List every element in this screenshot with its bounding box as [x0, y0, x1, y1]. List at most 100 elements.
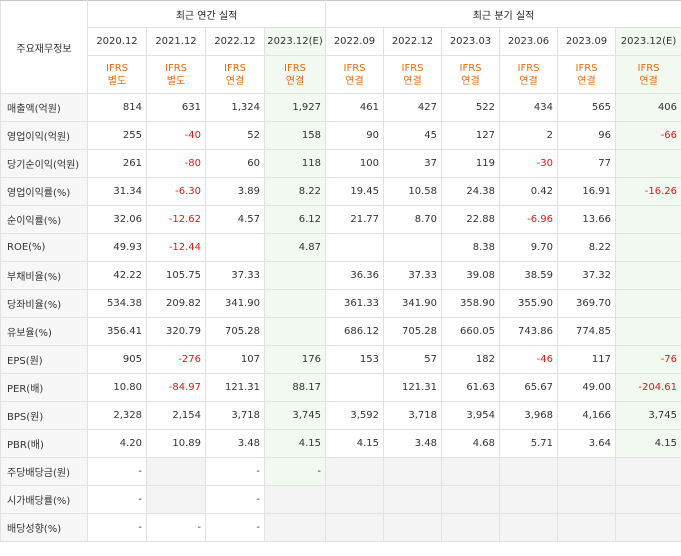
table-cell: 52: [205, 121, 265, 150]
table-cell: 182: [441, 345, 500, 374]
ifrs-label: IFRS: [106, 62, 128, 74]
table-cell: 107: [205, 345, 265, 374]
table-row: 순이익률(%) 32.06 -12.62 4.57 6.12 21.77 8.70 22.88…: [0, 205, 681, 234]
ifrs-basis-header: IFRS 별도: [146, 55, 206, 94]
basis-label: 별도: [107, 75, 127, 87]
table-cell: 3.89: [205, 177, 265, 206]
row-label: ROE(%): [0, 233, 88, 262]
table-cell: [146, 457, 206, 486]
row-label: 당기순이익(억원): [0, 149, 88, 178]
quarter-group-header: 최근 분기 실적: [324, 0, 681, 28]
table-cell: 3,745: [264, 401, 326, 430]
table-row: 당좌비율(%) 534.38 209.82 341.90 361.33 341.90 358…: [0, 289, 681, 318]
table-cell: 0.42: [499, 177, 558, 206]
row-label: 부채비율(%): [0, 261, 88, 290]
ifrs-basis-header: IFRS 연결: [557, 55, 616, 94]
basis-label: 연결: [461, 75, 480, 87]
table-cell: 369.70: [557, 289, 616, 318]
table-cell: 19.45: [325, 177, 384, 206]
table-cell: 10.58: [383, 177, 442, 206]
table-cell: [441, 485, 500, 514]
table-cell: 3.64: [557, 429, 616, 458]
table-cell: 705.28: [205, 317, 265, 346]
table-cell: 660.05: [441, 317, 500, 346]
table-row: 시가배당률(%) - -: [0, 485, 681, 514]
table-cell: -: [87, 513, 147, 542]
basis-label: 연결: [285, 75, 305, 87]
table-cell: 3.48: [205, 429, 265, 458]
row-label: 영업이익(억원): [0, 121, 88, 150]
table-cell: 1,324: [205, 93, 265, 122]
table-cell: 905: [87, 345, 147, 374]
table-cell: 8.22: [557, 233, 616, 262]
table-cell: 434: [499, 93, 558, 122]
table-cell: 4.15: [325, 429, 384, 458]
table-cell: [383, 233, 442, 262]
table-cell: 1,927: [264, 93, 326, 122]
table-cell: [614, 289, 681, 318]
table-cell: 21.77: [325, 205, 384, 234]
table-header: 주요재무정보 최근 연간 실적 최근 분기 실적 2020.12 2021.12 2…: [0, 0, 681, 94]
table-cell: [205, 233, 265, 262]
table-cell: [614, 457, 681, 486]
table-cell: 38.59: [499, 261, 558, 290]
period-header: 2023.12(E): [264, 27, 326, 56]
table-cell: 4.20: [87, 429, 147, 458]
table-cell: [441, 513, 500, 542]
table-row: 영업이익(억원) 255 -40 52 158 90 45 127 2 96 -66: [0, 121, 681, 150]
table-cell: 3,745: [614, 401, 681, 430]
ifrs-label: IFRS: [459, 62, 482, 74]
table-row: BPS(원) 2,328 2,154 3,718 3,745 3,592 3,718 3,95…: [0, 401, 681, 430]
table-cell: 57: [383, 345, 442, 374]
table-cell: [264, 513, 326, 542]
table-cell: [264, 317, 326, 346]
basis-label: 연결: [639, 75, 658, 87]
table-cell: 49.00: [557, 373, 616, 402]
table-cell: 45: [383, 121, 442, 150]
table-cell: 8.70: [383, 205, 442, 234]
table-cell: 61.63: [441, 373, 500, 402]
table-cell: 60: [205, 149, 265, 178]
table-cell: [325, 513, 384, 542]
table-cell: 3,954: [441, 401, 500, 430]
table-row: 유보율(%) 356.41 320.79 705.28 686.12 705.28 660.…: [0, 317, 681, 346]
table-cell: 261: [87, 149, 147, 178]
table-cell: -6.96: [499, 205, 558, 234]
table-cell: -: [205, 485, 265, 514]
ifrs-basis-header: IFRS 연결: [441, 55, 500, 94]
table-cell: 121.31: [205, 373, 265, 402]
table-cell: 6.12: [264, 205, 326, 234]
table-cell: 534.38: [87, 289, 147, 318]
period-header: 2023.09: [557, 27, 616, 56]
table-cell: -: [264, 457, 326, 486]
table-cell: 118: [264, 149, 326, 178]
row-label: EPS(원): [0, 345, 88, 374]
table-cell: 2,328: [87, 401, 147, 430]
table-cell: 100: [325, 149, 384, 178]
table-cell: 705.28: [383, 317, 442, 346]
table-cell: 37.33: [383, 261, 442, 290]
table-cell: [264, 485, 326, 514]
annual-group-header: 최근 연간 실적: [87, 0, 326, 28]
table-cell: 153: [325, 345, 384, 374]
row-label: 순이익률(%): [0, 205, 88, 234]
table-cell: 10.80: [87, 373, 147, 402]
table-cell: [383, 485, 442, 514]
table-cell: 686.12: [325, 317, 384, 346]
ifrs-basis-header: IFRS 연결: [325, 55, 384, 94]
table-cell: 77: [557, 149, 616, 178]
table-body: 매출액(억원) 814 631 1,324 1,927 461 427 522 434 565 40…: [0, 93, 681, 542]
period-header: 2021.12: [146, 27, 206, 56]
table-cell: [614, 485, 681, 514]
table-cell: 127: [441, 121, 500, 150]
table-cell: 2: [499, 121, 558, 150]
table-cell: [614, 233, 681, 262]
table-cell: 3,592: [325, 401, 384, 430]
row-label: PBR(배): [0, 429, 88, 458]
table-cell: 774.85: [557, 317, 616, 346]
table-cell: 565: [557, 93, 616, 122]
table-cell: 96: [557, 121, 616, 150]
table-cell: 4.15: [614, 429, 681, 458]
table-cell: 88.17: [264, 373, 326, 402]
table-row: 부채비율(%) 42.22 105.75 37.33 36.36 37.33 39.08 38…: [0, 261, 681, 290]
